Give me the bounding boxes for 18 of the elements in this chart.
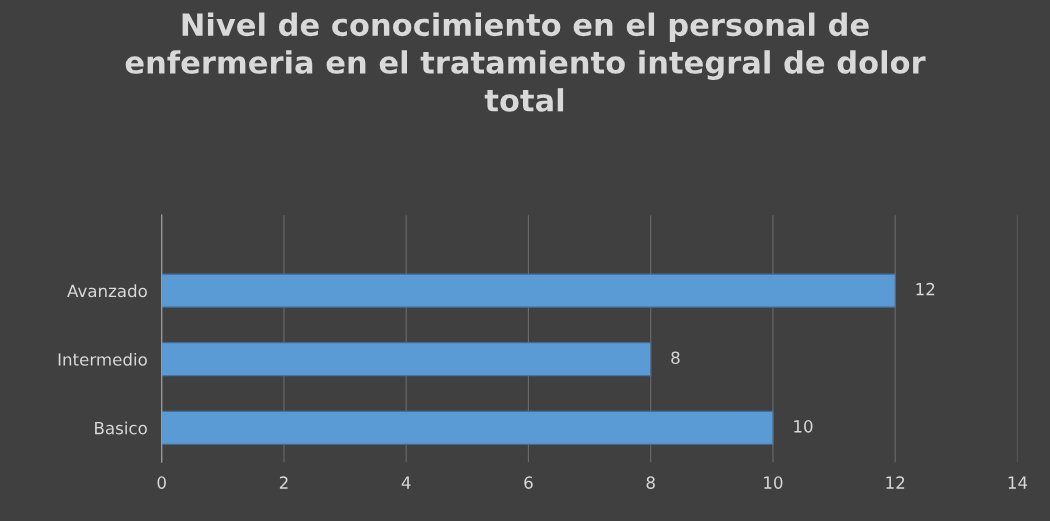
x-tick-label: 0 [157,476,166,489]
data-label: 10 [794,420,813,433]
x-tick-label: 6 [524,476,533,489]
chart-title: Nivel de conocimiento en el personal de enfermeria en el tratamiento integral de dolor total [125,12,926,112]
x-tick-label: 2 [279,476,288,489]
data-label: 8 [671,351,680,365]
x-tick-label: 14 [1008,476,1028,489]
x-tick-label: 8 [646,476,655,489]
bar [161,273,896,308]
data-label: 12 [916,282,935,296]
x-tick-label: 4 [401,476,411,489]
y-tick-label: Basico [95,421,147,435]
x-tick-label: 12 [886,476,905,489]
y-tick-label: Avanzado [67,284,147,298]
x-tick-label: 10 [764,476,783,489]
bar [161,410,774,445]
bar [161,342,652,377]
y-tick-label: Intermedio [58,352,147,366]
